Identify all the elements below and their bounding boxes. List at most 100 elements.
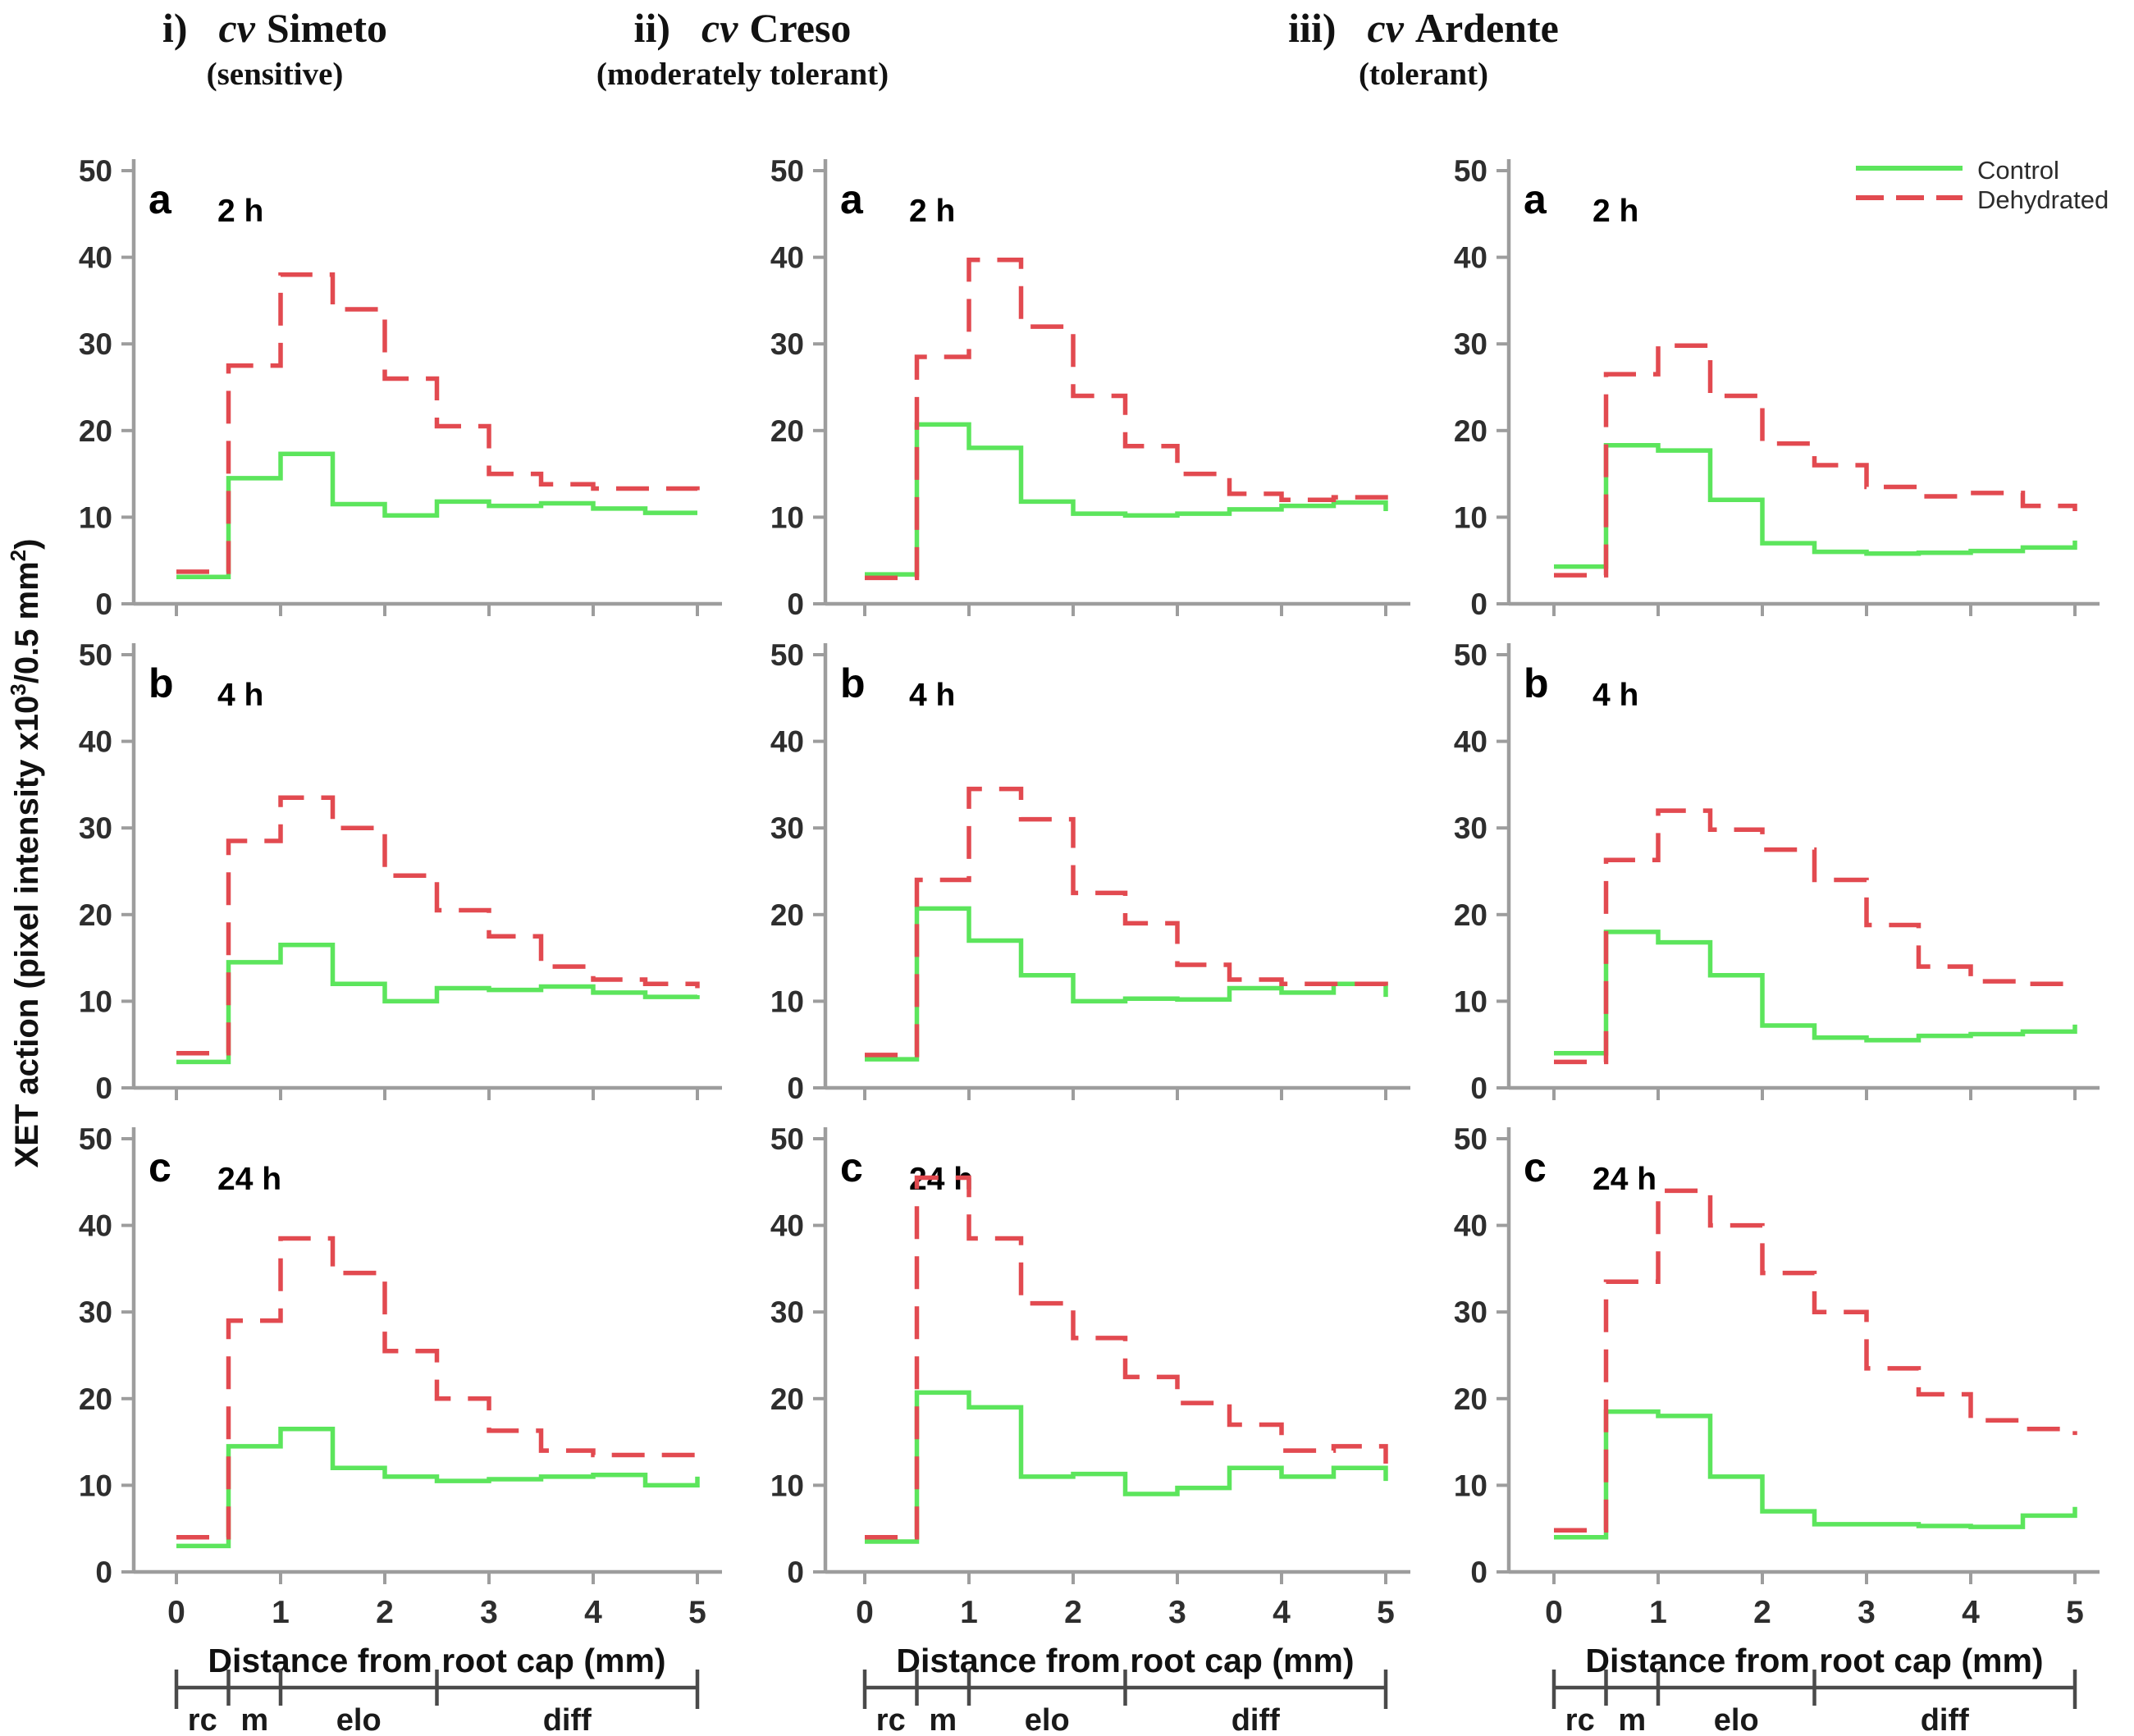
y-tick-label: 30 — [1454, 1295, 1487, 1329]
y-tick-label: 40 — [770, 1209, 804, 1243]
panel-letter: c — [1524, 1144, 1547, 1190]
x-tick-label: 4 — [584, 1595, 602, 1630]
y-tick-label: 0 — [95, 1071, 112, 1105]
panel-time-label: 24 h — [1593, 1162, 1656, 1197]
x-tick-label: 2 — [1753, 1595, 1771, 1630]
panel-cv-simeto-2h: 0 10 20 30 40 50 a 2 h — [79, 154, 722, 621]
x-tick-label: 3 — [1168, 1595, 1186, 1630]
control-series-line — [865, 906, 1388, 1062]
panel-letter: a — [1524, 176, 1547, 222]
panel-letter: b — [149, 660, 174, 706]
x-tick-label: 2 — [376, 1595, 394, 1630]
y-tick-label: 30 — [770, 327, 804, 361]
panel-time-label: 24 h — [217, 1162, 281, 1197]
y-axis-title-text: XET action (pixel intensity x10 — [9, 695, 45, 1168]
y-tick-label: 20 — [770, 414, 804, 448]
column-title: iii) cv Ardente — [1136, 5, 1711, 51]
region-label-m: m — [240, 1703, 268, 1736]
y-tick-label: 20 — [79, 1382, 112, 1416]
region-label-elo: elo — [336, 1703, 382, 1736]
region-label-rc: rc — [188, 1703, 217, 1736]
y-tick-label: 20 — [1454, 898, 1487, 932]
dehydrated-series-line — [1554, 343, 2077, 578]
region-label-rc: rc — [1565, 1703, 1595, 1736]
control-series-line — [865, 1390, 1388, 1544]
panel-cv-creso-4h: 0 10 20 30 40 50 b 4 h — [770, 638, 1410, 1105]
legend-label-dehydrated: Dehydrated — [1977, 185, 2109, 214]
column-title: ii) cv Creso — [455, 5, 1030, 51]
dehydrated-series-line — [176, 272, 700, 574]
y-tick-label: 10 — [79, 500, 112, 534]
y-tick-label: 10 — [79, 984, 112, 1018]
y-tick-label: 50 — [1454, 154, 1487, 188]
y-tick-label: 30 — [79, 1295, 112, 1329]
y-tick-label: 10 — [1454, 984, 1487, 1018]
dehydrated-series-line — [176, 795, 700, 1056]
column-numeral: iii) — [1288, 5, 1337, 51]
y-tick-label: 50 — [1454, 638, 1487, 672]
column-title: i) cv Simeto — [0, 5, 562, 51]
dehydrated-series-line — [865, 258, 1388, 581]
y-tick-label: 40 — [79, 725, 112, 759]
y-tick-label: 20 — [1454, 414, 1487, 448]
x-tick-label: 2 — [1064, 1595, 1082, 1630]
y-tick-label: 50 — [770, 1122, 804, 1156]
legend-label-control: Control — [1977, 156, 2059, 185]
column-subtitle: (sensitive) — [206, 57, 344, 92]
panel-time-label: 4 h — [1593, 678, 1638, 713]
y-tick-label: 50 — [770, 154, 804, 188]
control-series-line — [865, 422, 1388, 577]
region-label-m: m — [1618, 1703, 1646, 1736]
panel-time-label: 4 h — [909, 678, 955, 713]
control-series-line — [1554, 443, 2077, 569]
column-header-creso: ii) cv Creso (moderately tolerant) — [455, 5, 1030, 94]
y-tick-label: 50 — [79, 638, 112, 672]
y-tick-label: 10 — [770, 1469, 804, 1502]
cultivar-name: Creso — [749, 5, 852, 51]
y-tick-label: 0 — [787, 1071, 804, 1105]
y-axis-title-text: ) — [9, 538, 45, 550]
region-label-elo: elo — [1714, 1703, 1759, 1736]
cultivar-name: Simeto — [266, 5, 388, 51]
x-tick-label: 1 — [272, 1595, 290, 1630]
y-tick-label: 50 — [79, 154, 112, 188]
column-numeral: ii) — [633, 5, 670, 51]
dehydrated-series-line — [865, 786, 1388, 1058]
panel-time-label: 2 h — [1593, 194, 1638, 229]
cv-abbrev: cv — [218, 5, 255, 51]
x-tick-label: 3 — [1858, 1595, 1876, 1630]
region-label-elo: elo — [1025, 1703, 1070, 1736]
y-tick-label: 10 — [1454, 500, 1487, 534]
y-tick-label: 30 — [770, 811, 804, 845]
cultivar-name: Ardente — [1414, 5, 1559, 51]
y-tick-label: 50 — [79, 1122, 112, 1156]
region-label-diff: diff — [1921, 1703, 1969, 1736]
y-tick-label: 0 — [95, 1556, 112, 1589]
cv-abbrev: cv — [1367, 5, 1404, 51]
y-tick-label: 40 — [1454, 241, 1487, 275]
y-tick-label: 20 — [79, 898, 112, 932]
y-tick-label: 40 — [79, 241, 112, 275]
panel-letter: c — [149, 1144, 171, 1190]
column-subtitle: (tolerant) — [1358, 57, 1489, 92]
y-tick-label: 20 — [770, 898, 804, 932]
y-tick-label: 30 — [79, 327, 112, 361]
y-tick-label: 40 — [770, 725, 804, 759]
dehydrated-series-line — [1554, 808, 2077, 1065]
panel-letter: c — [840, 1144, 863, 1190]
column-header-simeto: i) cv Simeto (sensitive) — [0, 5, 562, 94]
region-label-diff: diff — [1232, 1703, 1280, 1736]
panel-letter: a — [149, 176, 172, 222]
y-tick-label: 0 — [1470, 1556, 1487, 1589]
panel-cv-ardente-4h: 0 10 20 30 40 50 b 4 h — [1454, 638, 2100, 1105]
panel-cv-simeto-4h: 0 10 20 30 40 50 b 4 h — [79, 638, 722, 1105]
region-bar: rc m elo diff — [174, 1670, 700, 1736]
x-tick-label: 0 — [856, 1595, 874, 1630]
y-axis-title-text: /0.5 mm — [9, 561, 45, 684]
y-tick-label: 40 — [1454, 725, 1487, 759]
column-header-ardente: iii) cv Ardente (tolerant) — [1136, 5, 1711, 94]
x-tick-label: 3 — [480, 1595, 498, 1630]
panel-time-label: 2 h — [217, 194, 263, 229]
